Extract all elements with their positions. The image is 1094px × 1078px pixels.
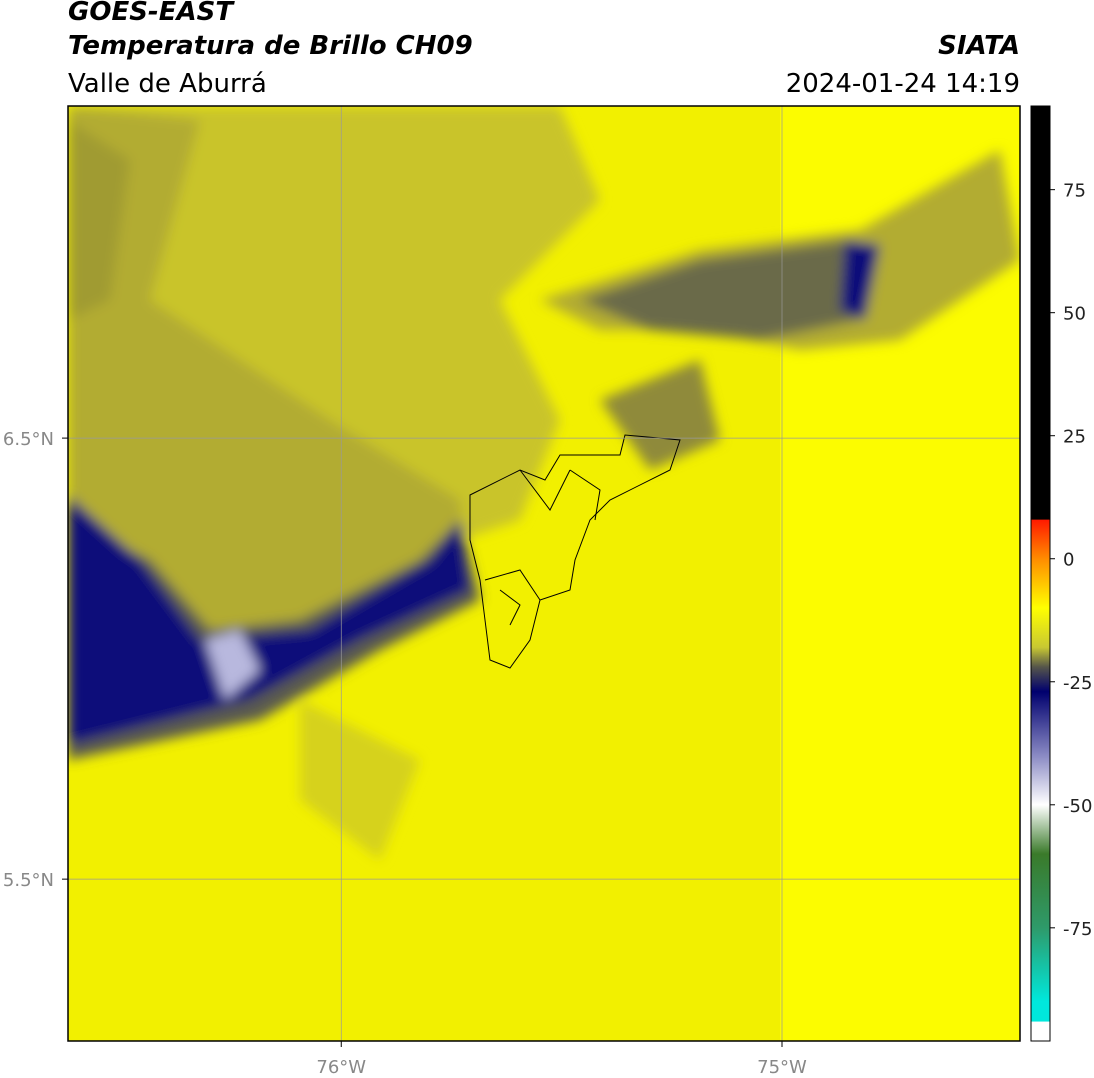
- y-tick-label: 5.5°N: [3, 870, 54, 891]
- product: Temperatura de Brillo CH09: [68, 31, 473, 61]
- y-tick-label: 6.5°N: [3, 429, 54, 450]
- satellite-image: [68, 106, 1020, 1041]
- x-tick-label: 75°W: [757, 1057, 807, 1078]
- colorbar: [1030, 105, 1051, 1042]
- colorbar-tick-label: -50: [1063, 796, 1092, 817]
- source: GOES-EAST: [68, 0, 235, 27]
- colorbar-tick-label: 25: [1063, 427, 1086, 448]
- region: Valle de Aburrá: [68, 69, 267, 99]
- colorbar-tick-label: -75: [1063, 919, 1092, 940]
- colorbar-tick-label: 0: [1063, 550, 1074, 571]
- colorbar-tick-label: 75: [1063, 181, 1086, 202]
- colorbar-tick-label: 50: [1063, 304, 1086, 325]
- x-tick-label: 76°W: [316, 1057, 366, 1078]
- colorbar-tick-label: -25: [1063, 673, 1092, 694]
- map-frame: [67, 105, 1021, 1042]
- datetime: 2024-01-24 14:19: [786, 69, 1020, 99]
- agency: SIATA: [938, 31, 1020, 61]
